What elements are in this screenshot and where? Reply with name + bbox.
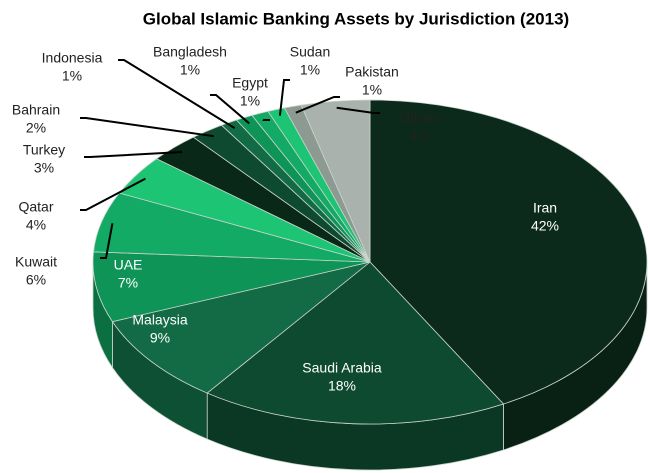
leader-line [262,118,270,121]
slice-label: Indonesia [42,50,103,66]
value-label: 7% [118,275,138,291]
value-label: 42% [531,218,559,234]
leader-line [295,96,340,114]
value-label: 3% [34,160,54,176]
slice-label: Saudi Arabia [302,360,382,376]
value-label: 4% [26,217,46,233]
value-label: 6% [26,272,46,288]
slice-label: Sudan [290,44,330,60]
slice-label: Egypt [232,75,268,91]
leader-line [100,223,114,259]
slice-label: Others [399,110,441,126]
leader-line [118,59,236,129]
leader-line [80,177,146,211]
slice-label: Bangladesh [153,44,227,60]
value-label: 2% [26,120,46,136]
value-label: 1% [180,62,200,78]
slice-label: Iran [533,200,557,216]
value-label: 1% [62,68,82,84]
value-label: 1% [240,93,260,109]
slice [92,251,371,323]
slice-label: UAE [114,257,143,273]
slice-label: Pakistan [345,64,399,80]
value-label: 9% [150,330,170,346]
slice [300,99,371,263]
leader-line [210,94,250,125]
slice-label: Qatar [18,199,53,215]
slice-label: Malaysia [132,312,187,328]
value-label: 4% [410,128,430,144]
leader-line [278,79,290,116]
slice [369,99,648,405]
value-label: 18% [328,378,356,394]
slice [111,261,371,394]
value-label: 1% [362,82,382,98]
leader-line [336,106,380,114]
slice-label: Bahrain [12,102,60,118]
leader-line [80,117,214,138]
chart-title: Global Islamic Banking Assets by Jurisdi… [143,9,569,28]
leader-line [84,151,183,158]
slice-label: Kuwait [15,254,57,270]
value-label: 1% [300,62,320,78]
slice [206,261,505,425]
slice-label: Turkey [23,142,65,158]
